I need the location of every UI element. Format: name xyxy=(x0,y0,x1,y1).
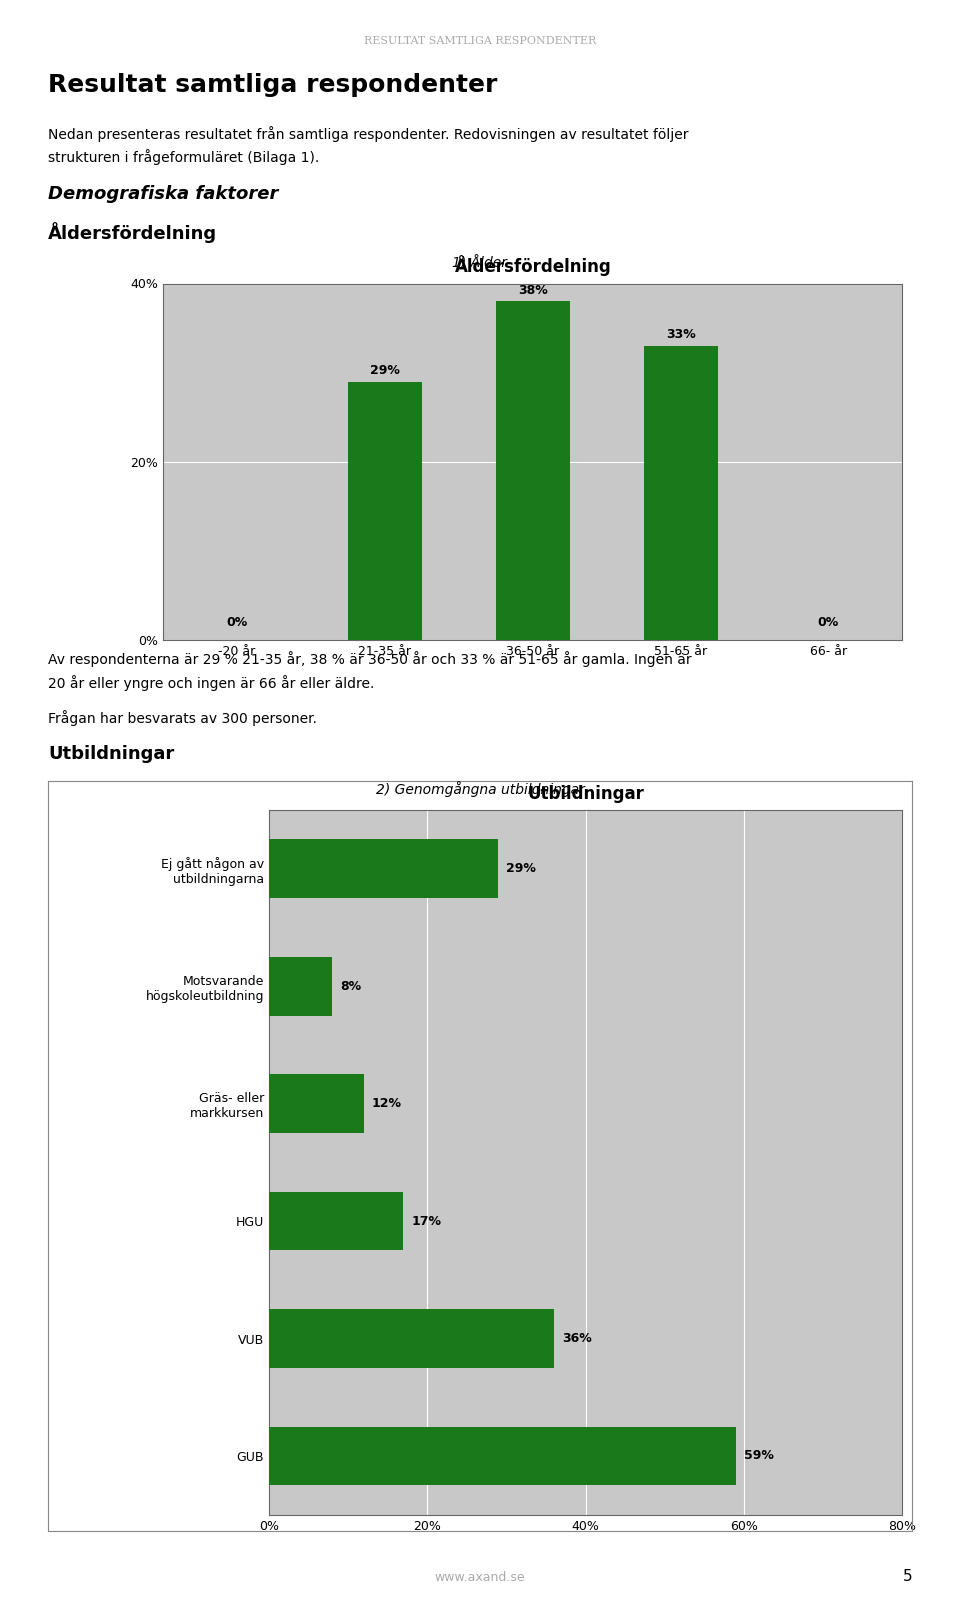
Text: RESULTAT SAMTLIGA RESPONDENTER: RESULTAT SAMTLIGA RESPONDENTER xyxy=(364,36,596,45)
Text: 38%: 38% xyxy=(518,284,547,296)
Text: 17%: 17% xyxy=(411,1215,442,1228)
Text: 0%: 0% xyxy=(227,616,248,629)
Text: 29%: 29% xyxy=(370,364,400,377)
Title: Åldersfördelning: Åldersfördelning xyxy=(454,256,612,277)
Bar xyxy=(348,382,422,640)
Text: Demografiska faktorer: Demografiska faktorer xyxy=(48,185,278,202)
Bar xyxy=(496,301,570,640)
Text: Frågan har besvarats av 300 personer.: Frågan har besvarats av 300 personer. xyxy=(48,710,317,726)
Text: 0%: 0% xyxy=(818,616,839,629)
Text: 12%: 12% xyxy=(372,1097,402,1110)
Text: Utbildningar: Utbildningar xyxy=(48,745,175,763)
Text: Av respondenterna är 29 % 21-35 år, 38 % är 36-50 år och 33 % är 51-65 år gamla.: Av respondenterna är 29 % 21-35 år, 38 %… xyxy=(48,651,691,667)
Text: 1) Ålder: 1) Ålder xyxy=(452,256,508,271)
Text: Resultat samtliga respondenter: Resultat samtliga respondenter xyxy=(48,73,497,97)
Text: 36%: 36% xyxy=(562,1332,591,1345)
Bar xyxy=(269,839,498,897)
Text: 29%: 29% xyxy=(507,862,537,875)
Text: 8%: 8% xyxy=(340,980,361,993)
Text: Åldersfördelning: Åldersfördelning xyxy=(48,222,217,243)
Text: 2) Genomgångna utbildningar: 2) Genomgångna utbildningar xyxy=(375,781,585,797)
Text: 20 år eller yngre och ingen är 66 år eller äldre.: 20 år eller yngre och ingen är 66 år ell… xyxy=(48,676,374,692)
Text: strukturen i frågeformuläret (Bilaga 1).: strukturen i frågeformuläret (Bilaga 1). xyxy=(48,149,320,165)
Text: Nedan presenteras resultatet från samtliga respondenter. Redovisningen av result: Nedan presenteras resultatet från samtli… xyxy=(48,126,688,143)
Bar xyxy=(269,957,332,1016)
Bar xyxy=(269,1427,736,1486)
Bar xyxy=(269,1309,554,1367)
Text: 33%: 33% xyxy=(666,329,695,342)
Bar xyxy=(269,1074,364,1132)
Text: 59%: 59% xyxy=(744,1450,774,1463)
Text: 5: 5 xyxy=(902,1570,912,1584)
Text: www.axand.se: www.axand.se xyxy=(435,1571,525,1584)
Bar xyxy=(269,1192,403,1251)
Title: Utbildningar: Utbildningar xyxy=(527,784,644,804)
Bar xyxy=(644,345,718,640)
